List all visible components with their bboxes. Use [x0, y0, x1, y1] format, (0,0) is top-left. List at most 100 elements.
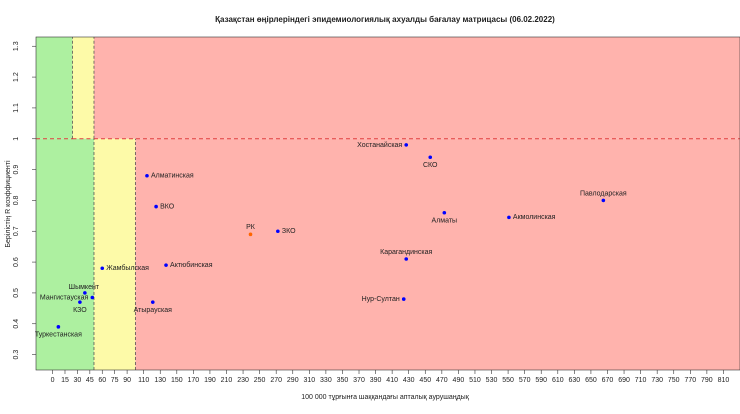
y-tick-label: 0.4 — [13, 319, 20, 329]
x-tick-label: 810 — [718, 377, 730, 384]
x-tick-label: 190 — [204, 377, 216, 384]
x-tick-label: 650 — [585, 377, 597, 384]
point-label: Павлодарская — [580, 190, 627, 197]
point — [100, 266, 105, 271]
point — [164, 263, 168, 267]
y-tick-label: 1.1 — [13, 103, 20, 113]
point — [507, 215, 511, 220]
x-tick-label: 610 — [552, 377, 564, 384]
point-label: ЗКО — [282, 228, 296, 235]
x-tick-label: 730 — [651, 377, 663, 384]
x-tick-label: 170 — [188, 377, 200, 384]
x-tick-label: 290 — [287, 377, 299, 384]
x-tick-label: 710 — [635, 377, 647, 384]
region — [135, 138, 740, 370]
point-label: Жамбылская — [106, 264, 149, 272]
x-tick-label: 0 — [51, 377, 55, 384]
point — [404, 143, 409, 147]
point — [78, 300, 82, 304]
x-tick-label: 90 — [123, 377, 131, 384]
x-tick-label: 30 — [74, 377, 82, 384]
x-tick-label: 550 — [502, 377, 514, 384]
point — [56, 325, 61, 329]
x-tick-label: 490 — [453, 377, 465, 384]
point-label: Шымкент — [69, 284, 100, 291]
x-tick-label: 15 — [61, 377, 69, 384]
point-label: Мангистауская — [40, 294, 89, 301]
point — [248, 232, 253, 237]
x-tick-label: 690 — [618, 377, 630, 384]
x-tick-label: 230 — [237, 377, 249, 384]
point — [428, 155, 433, 160]
y-tick-label: 0.3 — [13, 350, 20, 360]
point-label: Туркестанская — [35, 332, 82, 339]
region — [36, 138, 94, 370]
x-tick-label: 130 — [154, 377, 166, 384]
point-label: КЗО — [73, 307, 87, 314]
point — [601, 198, 606, 203]
point-label: Акмолинская — [513, 214, 556, 221]
point-label: Атырауская — [134, 307, 172, 314]
x-tick-label: 350 — [337, 377, 349, 384]
y-tick-label: 1.2 — [13, 72, 20, 82]
chart-title: Қазақстан өңірлеріндегі эпидемиологиялық… — [215, 15, 555, 24]
region — [72, 37, 94, 139]
point-label: Алматы — [432, 218, 458, 225]
y-tick-label: 0.7 — [13, 226, 20, 236]
y-tick-label: 1 — [13, 137, 20, 141]
point-label: РК — [246, 224, 256, 231]
point-label: Актюбинская — [170, 261, 213, 269]
x-tick-label: 450 — [419, 377, 431, 384]
point — [442, 210, 447, 215]
x-tick-label: 370 — [353, 377, 365, 384]
x-tick-label: 210 — [221, 377, 233, 384]
x-tick-label: 250 — [254, 377, 266, 384]
x-tick-label: 390 — [370, 377, 382, 384]
y-tick-label: 0.9 — [13, 165, 20, 175]
x-tick-label: 270 — [270, 377, 282, 384]
point — [404, 257, 409, 261]
y-axis-label: Берілістің R коэффициенті — [4, 160, 12, 248]
x-tick-label: 530 — [486, 377, 498, 384]
x-tick-label: 570 — [519, 377, 531, 384]
point — [401, 297, 406, 301]
x-tick-label: 510 — [469, 377, 481, 384]
point — [276, 229, 280, 234]
x-tick-label: 670 — [602, 377, 614, 384]
x-tick-label: 630 — [569, 377, 581, 384]
y-tick-label: 0.6 — [13, 257, 20, 267]
point-label: Алматинская — [151, 173, 194, 180]
point — [150, 300, 155, 304]
point-label: ВКО — [160, 203, 175, 210]
x-axis-label: 100 000 тұрғынға шаққандағы апталық ауру… — [301, 394, 469, 401]
x-tick-label: 590 — [535, 377, 547, 384]
x-tick-label: 110 — [138, 377, 149, 384]
y-tick-label: 0.5 — [13, 288, 20, 298]
region — [36, 37, 73, 139]
x-tick-label: 770 — [684, 377, 696, 384]
point — [90, 295, 95, 300]
y-tick-label: 1.3 — [13, 41, 20, 51]
x-tick-label: 750 — [668, 377, 680, 384]
x-tick-label: 430 — [403, 377, 415, 384]
x-tick-label: 330 — [320, 377, 332, 384]
x-tick-label: 410 — [386, 377, 398, 384]
x-tick-label: 150 — [171, 377, 183, 384]
point-label: Нур-Султан — [362, 296, 400, 303]
x-tick-label: 45 — [86, 377, 94, 384]
point — [154, 204, 158, 209]
plot-frame — [35, 36, 740, 371]
region — [93, 37, 740, 139]
x-tick-label: 470 — [436, 377, 448, 384]
y-tick-label: 0.8 — [13, 195, 20, 205]
point-label: Хостанайская — [357, 141, 402, 149]
x-tick-label: 790 — [701, 377, 713, 384]
x-tick-label: 75 — [111, 377, 119, 384]
region — [93, 138, 136, 370]
point — [83, 291, 87, 295]
x-tick-label: 310 — [303, 377, 315, 384]
point-label: Карагандинская — [380, 249, 432, 256]
point — [145, 173, 149, 178]
x-tick-label: 60 — [98, 377, 106, 384]
